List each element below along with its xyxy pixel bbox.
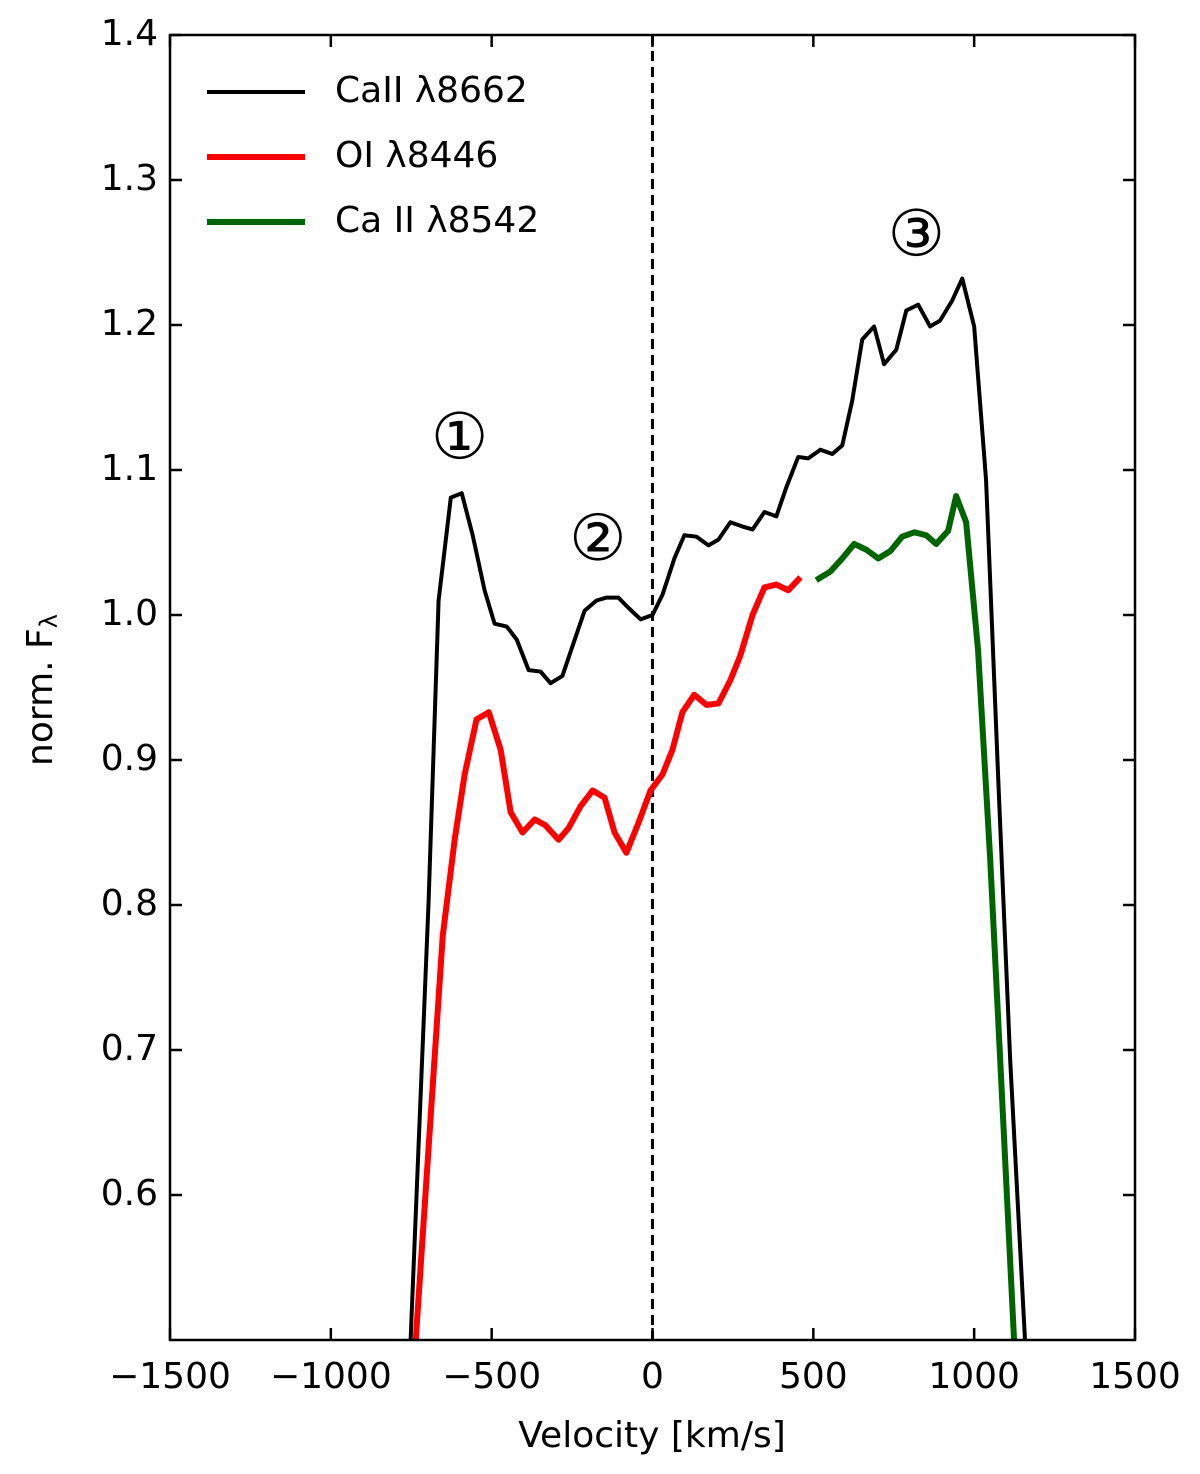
plot-frame (168, 33, 1137, 1342)
x-tick-label: 1500 (1089, 1356, 1181, 1397)
y-tick-label: 1.2 (101, 303, 158, 344)
y-axis-label: norm. Fλ (20, 614, 63, 766)
y-tick-label: 0.9 (101, 738, 158, 779)
x-tick-label: −500 (442, 1356, 541, 1397)
x-tick-label: 500 (779, 1356, 848, 1397)
annotation: ③ (888, 198, 945, 272)
y-tick-label: 1.3 (101, 158, 158, 199)
y-axis-label-main: norm. F (20, 628, 61, 766)
x-tick-label: −1500 (109, 1356, 231, 1397)
legend-label: Ca II λ8542 (335, 200, 539, 241)
legend-label: CaII λ8662 (335, 70, 528, 111)
y-tick-label: 1.0 (101, 593, 158, 634)
y-tick-label: 0.8 (101, 883, 158, 924)
annotation: ① (431, 401, 488, 475)
series-line (408, 276, 1027, 1340)
series-line (412, 575, 803, 1340)
y-axis-label-sub: λ (35, 614, 63, 628)
y-tick-label: 0.7 (101, 1028, 158, 1069)
legend-label: OI λ8446 (335, 135, 498, 176)
y-tick-label: 1.4 (101, 13, 158, 54)
x-tick-label: 1000 (928, 1356, 1020, 1397)
plot-area (408, 35, 1027, 1340)
x-tick-label: −1000 (270, 1356, 392, 1397)
x-axis-label: Velocity [km/s] (518, 1415, 786, 1456)
x-tick-label: 0 (641, 1356, 664, 1397)
y-tick-label: 1.1 (101, 448, 158, 489)
series-line (814, 493, 1018, 1340)
annotation: ② (569, 502, 626, 576)
y-tick-label: 0.6 (101, 1173, 158, 1214)
